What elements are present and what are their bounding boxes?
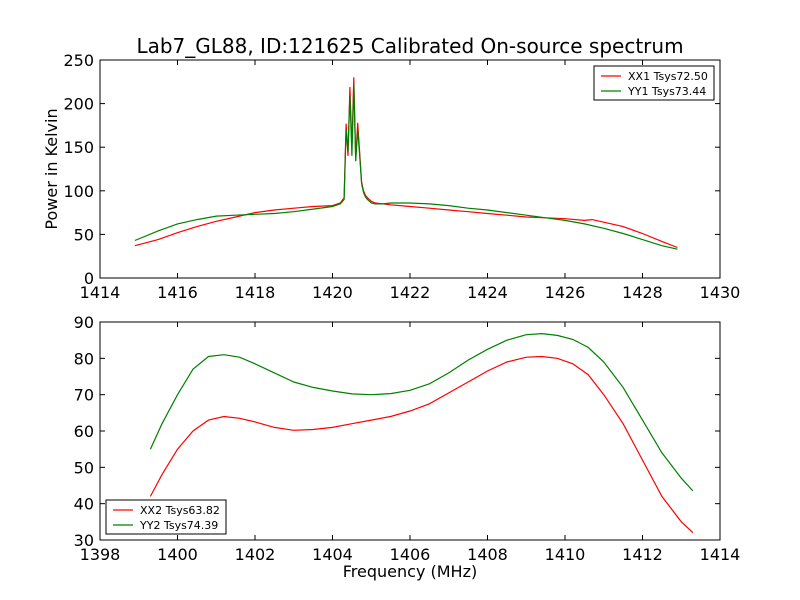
series-line-1 (134, 77, 678, 249)
x-tick-label: 1414 (700, 545, 741, 564)
x-tick-label: 1414 (80, 283, 121, 302)
series-line-2 (134, 84, 678, 250)
y-tick-label: 150 (63, 138, 94, 157)
x-tick-label: 1428 (622, 283, 663, 302)
x-tick-label: 1416 (157, 283, 198, 302)
x-tick-label: 1430 (700, 283, 741, 302)
y-tick-label: 70 (74, 386, 94, 405)
legend: XX2 Tsys63.82 YY2 Tsys74.39 (105, 499, 227, 535)
x-tick-label: 1420 (312, 283, 353, 302)
x-tick-label: 1426 (545, 283, 586, 302)
legend-entry: XX2 Tsys63.82 (140, 504, 220, 517)
series-line-1 (149, 355, 694, 534)
x-tick-label: 1400 (157, 545, 198, 564)
y-tick-label: 30 (74, 531, 94, 550)
y-tick-label: 90 (74, 313, 94, 332)
legend-entry: YY2 Tsys74.39 (139, 519, 218, 532)
bottom-plot: 1398 1400 1402 1404 1406 1408 1410 1412 1414 30 40… (74, 313, 741, 564)
top-y-axis-label: Power in Kelvin (42, 108, 61, 229)
bottom-x-axis-label: Frequency (MHz) (343, 562, 477, 581)
y-tick-label: 50 (74, 458, 94, 477)
x-tick-label: 1408 (467, 545, 508, 564)
legend-box (593, 65, 715, 101)
chart-title: Lab7_GL88, ID:121625 Calibrated On-sourc… (136, 34, 683, 58)
x-tick-label: 1402 (235, 545, 276, 564)
y-tick-label: 40 (74, 495, 94, 514)
legend-entry: YY1 Tsys73.44 (627, 85, 706, 98)
y-tick-label: 60 (74, 422, 94, 441)
x-tick-label: 1404 (312, 545, 353, 564)
series-line-2 (149, 332, 694, 492)
y-tick-label: 250 (63, 51, 94, 70)
x-tick-label: 1418 (235, 283, 276, 302)
x-tick-label: 1398 (80, 545, 121, 564)
y-tick-label: 200 (63, 95, 94, 114)
y-tick-label: 100 (63, 182, 94, 201)
x-tick-label: 1412 (622, 545, 663, 564)
x-tick-label: 1424 (467, 283, 508, 302)
legend: XX1 Tsys72.50 YY1 Tsys73.44 (593, 65, 715, 101)
legend-box (105, 499, 227, 535)
y-tick-label: 50 (74, 225, 94, 244)
top-plot: 1414 1416 1418 1420 1422 1424 1426 1428 1430 0 50 1… (63, 51, 740, 302)
x-tick-label: 1406 (390, 545, 431, 564)
legend-entry: XX1 Tsys72.50 (628, 70, 708, 83)
y-tick-label: 0 (84, 269, 94, 288)
y-tick-label: 80 (74, 349, 94, 368)
x-tick-label: 1410 (545, 545, 586, 564)
x-tick-label: 1422 (390, 283, 431, 302)
